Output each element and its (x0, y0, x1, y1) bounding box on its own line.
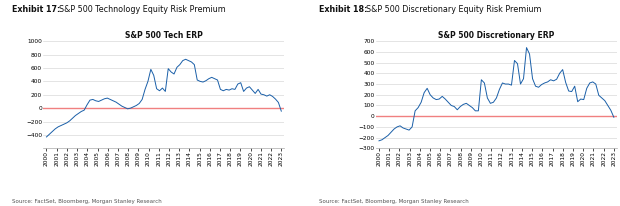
Title: S&P 500 Tech ERP: S&P 500 Tech ERP (125, 32, 203, 40)
Text: S&P 500 Technology Equity Risk Premium: S&P 500 Technology Equity Risk Premium (59, 5, 226, 14)
Title: S&P 500 Discretionary ERP: S&P 500 Discretionary ERP (438, 32, 555, 40)
Text: Source: FactSet, Bloomberg, Morgan Stanley Research: Source: FactSet, Bloomberg, Morgan Stanl… (12, 199, 162, 204)
Text: Source: FactSet, Bloomberg, Morgan Stanley Research: Source: FactSet, Bloomberg, Morgan Stanl… (319, 199, 469, 204)
Text: Exhibit 17:: Exhibit 17: (12, 5, 61, 14)
Text: Exhibit 18:: Exhibit 18: (319, 5, 368, 14)
Text: S&P 500 Discretionary Equity Risk Premium: S&P 500 Discretionary Equity Risk Premiu… (366, 5, 541, 14)
